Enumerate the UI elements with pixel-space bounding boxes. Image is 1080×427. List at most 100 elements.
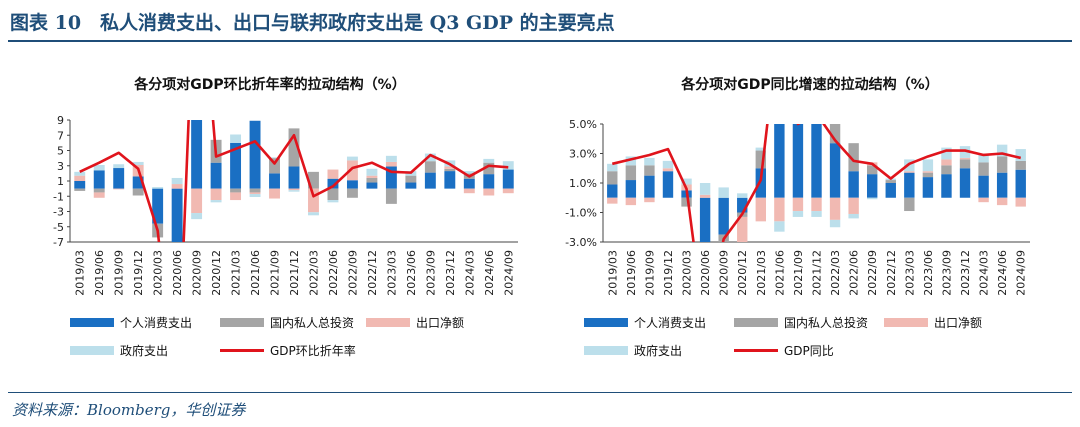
bar-consumption — [424, 172, 436, 189]
bar-government — [607, 163, 618, 172]
bar-netexport — [249, 192, 261, 194]
y-tick-label: 3 — [57, 160, 64, 173]
y-tick-label: 7 — [57, 129, 64, 142]
legend-label: 个人消费支出 — [120, 316, 193, 330]
x-tick-label: 2020/03 — [681, 250, 694, 296]
y-tick-label: 9 — [57, 114, 64, 127]
bar-consumption — [811, 124, 822, 198]
y-tick-label: -1 — [53, 190, 64, 203]
bar-consumption — [249, 120, 261, 189]
x-tick-label: 2019/03 — [74, 250, 87, 296]
bar-netexport — [848, 197, 859, 214]
legend-label: 政府支出 — [120, 344, 169, 358]
bar-investment — [885, 180, 896, 183]
gdp-line — [611, 124, 1022, 242]
x-tick-label: 2020/03 — [152, 250, 165, 296]
bar-consumption — [941, 174, 952, 198]
bar-investment — [959, 159, 971, 169]
bar-consumption — [171, 188, 183, 242]
bar-investment — [829, 124, 841, 144]
bar-consumption — [699, 197, 711, 242]
figure-header: 图表 10 私人消费支出、出口与联邦政府支出是 Q3 GDP 的主要亮点 — [0, 0, 1080, 44]
bar-government — [866, 197, 878, 200]
bar-investment — [978, 162, 989, 176]
x-tick-label: 2019/06 — [93, 250, 106, 296]
bar-government — [152, 187, 164, 189]
bar-investment — [346, 188, 358, 198]
bar-netexport — [978, 197, 989, 203]
x-tick-label: 2022/09 — [346, 250, 359, 296]
bar-netexport — [959, 157, 971, 160]
x-tick-label: 2022/12 — [366, 250, 379, 296]
y-tick-label: 5 — [57, 145, 64, 158]
bar-netexport — [502, 188, 514, 194]
y-tick-label: -3.0% — [565, 236, 597, 249]
x-tick-label: 2019/09 — [643, 250, 656, 296]
bar-investment — [848, 143, 859, 172]
bar-netexport — [811, 197, 822, 212]
bar-investment — [444, 168, 456, 172]
chart-left-title: 各分项对GDP环比折年率的拉动结构（%） — [134, 77, 406, 93]
bar-government — [249, 193, 261, 198]
bar-investment — [755, 150, 767, 169]
x-tick-label: 2019/09 — [113, 250, 126, 296]
bar-consumption — [959, 168, 971, 198]
y-tick-label: -3 — [53, 206, 64, 219]
footer-divider — [8, 392, 1072, 393]
bar-government — [132, 161, 144, 165]
bar-netexport — [269, 188, 280, 199]
y-tick-label: -5 — [53, 221, 64, 234]
chart-left: 各分项对GDP环比折年率的拉动结构（%） 9 7 5 3 1 -1 -3 -5 -7 2019/0… — [0, 60, 540, 390]
bar-government — [755, 147, 767, 151]
bar-government — [366, 168, 378, 176]
bar-netexport — [191, 188, 203, 214]
bar-netexport — [904, 171, 915, 173]
bar-netexport — [327, 169, 339, 179]
bar-government — [996, 144, 1008, 157]
bar-consumption — [288, 166, 300, 189]
bar-consumption — [625, 180, 637, 198]
x-tick-label: 2023/12 — [959, 250, 972, 296]
bar-consumption — [848, 171, 859, 198]
bar-netexport — [385, 161, 397, 167]
bar-government — [829, 219, 841, 228]
legend-label: 政府支出 — [634, 344, 683, 358]
bar-netexport — [171, 184, 183, 189]
bar-investment — [607, 171, 618, 185]
bar-consumption — [366, 182, 378, 189]
x-tick-label: 2024/06 — [996, 250, 1009, 296]
bar-government — [288, 190, 300, 192]
bar-consumption — [385, 166, 397, 189]
bar-consumption — [792, 124, 804, 198]
x-tick-label: 2021/12 — [811, 250, 824, 296]
bar-investment — [269, 158, 280, 174]
bar-consumption — [774, 124, 785, 198]
bar-consumption — [644, 175, 655, 198]
x-tick-label: 2021/12 — [288, 250, 301, 296]
bar-consumption — [922, 177, 934, 198]
x-tick-label: 2020/09 — [191, 250, 204, 296]
x-tick-label: 2019/06 — [625, 250, 638, 296]
bar-consumption — [269, 173, 280, 189]
legend-label: 出口净额 — [934, 316, 983, 330]
bar-investment — [625, 165, 637, 181]
header-divider — [8, 40, 1072, 42]
x-tick-label: 2023/09 — [940, 250, 953, 296]
bar-netexport — [463, 188, 475, 194]
bar-government — [1015, 149, 1026, 161]
legend-label: 出口净额 — [416, 316, 465, 330]
bar-government — [959, 146, 971, 158]
bar-netexport — [346, 160, 358, 181]
swatch-consumption — [70, 318, 114, 327]
bar-netexport — [366, 175, 378, 178]
source-note: 资料来源：Bloomberg，华创证券 — [12, 401, 246, 419]
legend-government: 政府支出 — [70, 342, 168, 359]
bar-government — [385, 155, 397, 162]
gdp-line — [79, 120, 509, 242]
bar-netexport — [755, 197, 767, 222]
bar-consumption — [132, 176, 144, 189]
bars-group — [607, 124, 1026, 242]
bar-netexport — [288, 188, 300, 191]
bar-netexport — [230, 192, 242, 201]
bar-netexport — [644, 197, 655, 203]
